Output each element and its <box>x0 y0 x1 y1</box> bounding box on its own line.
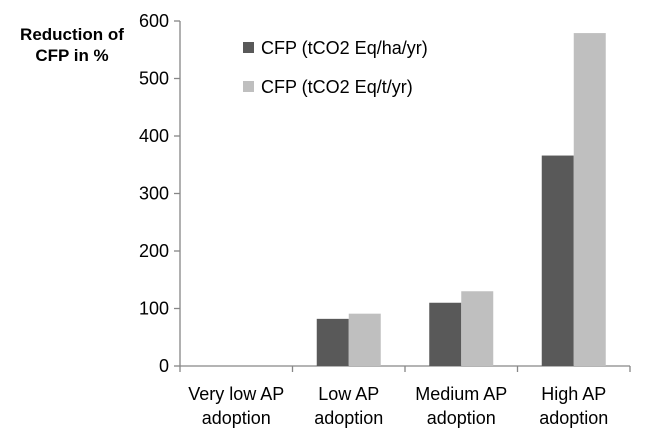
bar-series-1 <box>541 155 574 366</box>
y-tick-label: 0 <box>159 356 169 376</box>
legend-swatch-series-2 <box>243 81 254 92</box>
y-tick-label: 200 <box>139 241 169 261</box>
y-tick-label: 600 <box>139 11 169 31</box>
legend-swatch-series-1 <box>243 42 254 53</box>
y-tick-label: 300 <box>139 184 169 204</box>
bar-series-1 <box>429 302 462 366</box>
plot-area: 0 100 200 300 400 500 600 Very low AP adoption Lo… <box>139 11 631 428</box>
x-category-label: adoption <box>427 408 496 428</box>
legend-label-series-2: CFP (tCO2 Eq/t/yr) <box>261 77 413 97</box>
bar-series-1 <box>316 318 349 366</box>
legend: CFP (tCO2 Eq/ha/yr) CFP (tCO2 Eq/t/yr) <box>243 38 428 97</box>
bar-series-2 <box>348 313 381 366</box>
y-tick-label: 500 <box>139 69 169 89</box>
x-category-label: Low AP <box>318 384 379 404</box>
x-category-label: adoption <box>539 408 608 428</box>
y-axis-label-line-2: CFP in % <box>35 46 108 65</box>
x-category-label: adoption <box>202 408 271 428</box>
x-category-label: High AP <box>541 384 606 404</box>
x-category-label: Medium AP <box>415 384 507 404</box>
legend-label-series-1: CFP (tCO2 Eq/ha/yr) <box>261 38 428 58</box>
y-axis-label-line-1: Reduction of <box>20 25 124 44</box>
y-tick-label: 400 <box>139 126 169 146</box>
x-category-label: Very low AP <box>188 384 284 404</box>
bar-series-2 <box>573 33 606 366</box>
bar-series-2 <box>461 291 494 366</box>
x-category-label: adoption <box>314 408 383 428</box>
y-tick-label: 100 <box>139 299 169 319</box>
